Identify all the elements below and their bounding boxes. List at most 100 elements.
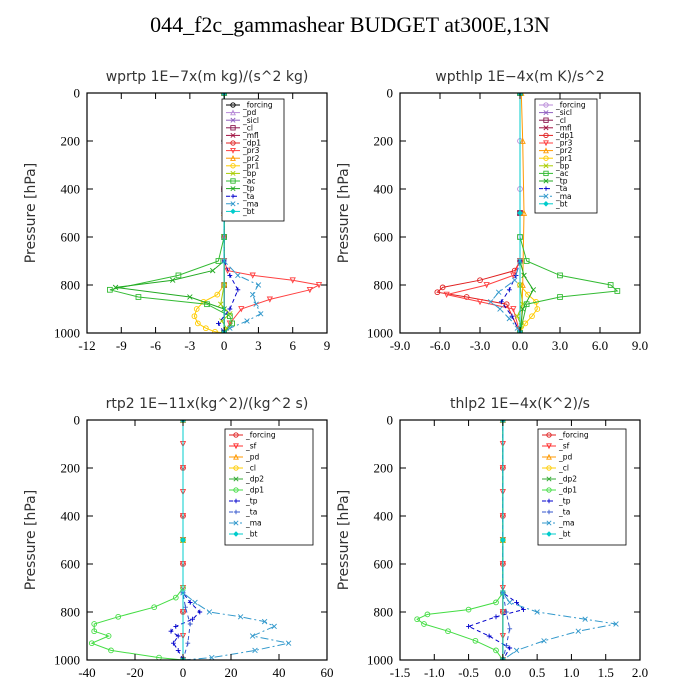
y-tick-label: 0 bbox=[74, 413, 81, 428]
data-point bbox=[171, 640, 176, 646]
series-line bbox=[467, 420, 525, 660]
x-tick-label: 9.0 bbox=[632, 338, 648, 353]
data-point bbox=[513, 647, 520, 654]
legend-marker bbox=[546, 509, 552, 515]
legend-marker bbox=[546, 465, 552, 471]
legend-entry: _bt bbox=[229, 530, 258, 539]
data-point bbox=[500, 420, 506, 423]
x-tick-label: -6 bbox=[150, 338, 161, 353]
x-tick-label: 40 bbox=[273, 665, 286, 680]
data-point bbox=[534, 609, 540, 615]
legend-entry: _dp1 bbox=[542, 486, 577, 495]
legend-marker bbox=[546, 498, 552, 504]
data-point bbox=[88, 640, 95, 647]
x-tick-label: 1.0 bbox=[563, 665, 579, 680]
x-tick-label: -3.0 bbox=[470, 338, 491, 353]
data-point bbox=[209, 654, 215, 660]
data-point bbox=[519, 306, 526, 312]
data-point bbox=[557, 294, 563, 300]
legend-entry: _forcing bbox=[229, 431, 276, 440]
data-point bbox=[497, 306, 503, 312]
series-line bbox=[519, 93, 619, 333]
y-tick-label: 400 bbox=[374, 509, 394, 524]
data-point bbox=[521, 607, 526, 612]
legend-entry: _bt bbox=[542, 530, 571, 539]
data-point bbox=[289, 277, 296, 284]
data-point bbox=[530, 287, 537, 293]
x-tick-label: -20 bbox=[126, 665, 143, 680]
data-point bbox=[506, 287, 512, 293]
legend-entry: _bt bbox=[226, 207, 255, 216]
legend-label: _tp bbox=[242, 184, 255, 193]
legend-marker bbox=[546, 531, 552, 537]
y-tick-label: 200 bbox=[374, 134, 394, 149]
data-point bbox=[519, 137, 526, 144]
legend-entry: _forcing bbox=[542, 431, 589, 440]
data-point bbox=[434, 289, 441, 296]
data-point bbox=[190, 616, 195, 622]
data-point bbox=[557, 272, 563, 279]
y-tick-label: 1000 bbox=[367, 326, 393, 341]
y-tick-label: 400 bbox=[61, 509, 81, 524]
legend-label: _cl bbox=[242, 123, 253, 132]
chart-panel-4: thlp2 1E−4x(K^2)/s Pressure [hPa] -1.5 -1.0… bbox=[336, 396, 648, 680]
data-point bbox=[466, 624, 471, 629]
legend-marker bbox=[543, 186, 549, 191]
data-point bbox=[507, 645, 513, 651]
data-point bbox=[541, 638, 547, 644]
panel-title: wpthlp 1E−4x(m K)/s^2 bbox=[435, 69, 604, 85]
data-point bbox=[235, 272, 241, 279]
data-point bbox=[493, 647, 499, 654]
data-point bbox=[244, 318, 250, 324]
legend-label: _ma bbox=[558, 519, 575, 528]
legend-entry: _ma bbox=[229, 519, 262, 528]
data-point bbox=[514, 313, 521, 319]
series-ma bbox=[180, 420, 292, 660]
legend-marker bbox=[230, 117, 236, 123]
y-tick-label: 1000 bbox=[367, 653, 393, 668]
legend-label: _sf bbox=[245, 442, 257, 451]
data-point bbox=[237, 614, 244, 620]
legend-label: _pr2 bbox=[555, 146, 573, 155]
y-tick-label: 800 bbox=[374, 278, 394, 293]
legend-label: _ma bbox=[245, 519, 262, 528]
legend-label: _bt bbox=[245, 530, 258, 539]
data-point bbox=[261, 618, 268, 625]
data-point bbox=[151, 604, 158, 611]
x-tick-label: 0 bbox=[180, 665, 187, 680]
data-point bbox=[315, 282, 323, 289]
data-point bbox=[495, 289, 502, 295]
chart-panel-3: rtp2 1E−11x(kg^2)/(kg^2 s) Pressure [hPa]… bbox=[23, 396, 334, 680]
data-point bbox=[105, 633, 112, 639]
legend: _forcing _sf _pd _cl _dp2 _dp1 _tp _ta _ma _bt bbox=[224, 428, 314, 546]
data-point bbox=[253, 301, 259, 307]
data-point bbox=[238, 306, 245, 313]
data-point bbox=[216, 321, 221, 326]
x-tick-label: 6 bbox=[289, 338, 296, 353]
legend-marker bbox=[543, 178, 549, 184]
series-dp1 bbox=[434, 93, 523, 333]
data-point bbox=[203, 325, 209, 332]
legend-label: _pr2 bbox=[242, 154, 260, 163]
series-line bbox=[502, 420, 617, 660]
legend-entry: _ma bbox=[226, 199, 259, 208]
y-tick-label: 200 bbox=[61, 461, 81, 476]
legend-entry: _ta bbox=[226, 192, 254, 201]
data-point bbox=[108, 647, 114, 654]
data-point bbox=[414, 616, 420, 623]
legend-marker bbox=[233, 487, 239, 493]
y-tick-label: 1000 bbox=[54, 326, 80, 341]
legend-entry: _mfl bbox=[226, 131, 259, 140]
series-dp1 bbox=[414, 420, 506, 660]
x-tick-label: 1.5 bbox=[598, 665, 614, 680]
legend-marker bbox=[230, 194, 236, 199]
x-tick-label: 0.0 bbox=[495, 665, 511, 680]
data-point bbox=[443, 291, 450, 299]
legend-label: _ta bbox=[555, 184, 567, 193]
legend-marker bbox=[233, 531, 239, 537]
data-point bbox=[424, 611, 431, 618]
legend-marker bbox=[546, 476, 552, 482]
data-point bbox=[91, 621, 98, 627]
panel-title: rtp2 1E−11x(kg^2)/(kg^2 s) bbox=[106, 396, 309, 412]
legend-entry: _tp bbox=[542, 497, 571, 506]
